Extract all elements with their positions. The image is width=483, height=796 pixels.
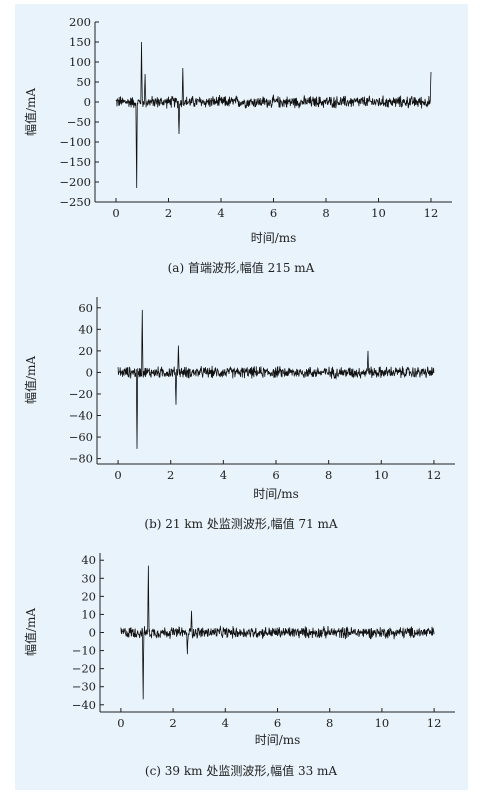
x-tick-label: 0: [114, 468, 121, 482]
y-tick-label: −40: [72, 698, 96, 712]
waveform-line: [115, 41, 432, 189]
y-tick-label: −60: [69, 430, 93, 444]
y-tick-label: 10: [81, 607, 96, 621]
waveform-line: [117, 309, 435, 449]
figure-caption: (a) 首端波形,幅值 215 mA: [168, 260, 315, 275]
y-tick-label: 100: [69, 55, 91, 69]
x-tick-label: 4: [217, 206, 224, 220]
y-tick-label: 20: [81, 589, 96, 603]
y-tick-label: −20: [69, 387, 93, 401]
y-tick-label: 40: [81, 553, 96, 567]
y-tick-label: 20: [78, 344, 93, 358]
x-axis-label: 时间/ms: [253, 487, 299, 501]
figure-panel: 200 150 100 50 0 −50 −100 −150 −200 −250 0 2 4 6 8 10 12…: [15, 4, 468, 790]
x-tick-label: 4: [220, 468, 227, 482]
chart-b: 60 40 20 0 −20 −40 −60 −80 0 2 4 6 8 10 12 时间/ms 幅值/mA (b…: [23, 297, 455, 531]
x-tick-label: 12: [427, 716, 442, 730]
y-axis-label: 幅值/mA: [23, 88, 38, 136]
y-tick-label: 150: [69, 35, 91, 49]
waveform-line: [120, 565, 435, 700]
x-axis-label: 时间/ms: [251, 231, 297, 245]
y-tick-label: −30: [72, 680, 96, 694]
x-tick-label: 2: [167, 468, 174, 482]
x-tick-label: 4: [222, 716, 229, 730]
chart-c: 40 30 20 10 0 −10 −20 −30 −40 0 2 4 6 8 10 12 时间/ms 幅值/mA…: [23, 553, 455, 778]
y-tick-label: −20: [72, 662, 96, 676]
y-tick-label: 50: [76, 75, 91, 89]
y-tick-label: 0: [86, 365, 93, 379]
x-tick-label: 6: [274, 716, 281, 730]
x-tick-label: 2: [165, 206, 172, 220]
x-tick-label: 6: [272, 468, 279, 482]
y-axis-label: 幅值/mA: [23, 356, 38, 404]
x-tick-label: 12: [424, 206, 439, 220]
y-tick-label: 30: [81, 571, 96, 585]
x-tick-label: 12: [427, 468, 442, 482]
x-tick-label: 10: [374, 468, 389, 482]
x-tick-label: 8: [322, 206, 329, 220]
y-tick-label: 0: [89, 626, 96, 640]
x-tick-label: 10: [375, 716, 390, 730]
x-tick-label: 0: [112, 206, 119, 220]
y-tick-label: −10: [72, 644, 96, 658]
y-tick-label: −40: [69, 409, 93, 423]
y-tick-label: −100: [59, 135, 91, 149]
x-tick-label: 2: [169, 716, 176, 730]
y-tick-label: 60: [78, 301, 93, 315]
y-tick-label: −250: [59, 195, 91, 209]
chart-a: 200 150 100 50 0 −50 −100 −150 −200 −250 0 2 4 6 8 10 12…: [23, 15, 452, 275]
y-tick-label: 0: [84, 95, 91, 109]
y-tick-label: 200: [69, 15, 91, 29]
y-tick-label: 40: [78, 322, 93, 336]
x-tick-label: 8: [325, 468, 332, 482]
x-tick-label: 0: [117, 716, 124, 730]
figure-caption: (c) 39 km 处监测波形,幅值 33 mA: [145, 763, 338, 778]
y-tick-label: −200: [59, 175, 91, 189]
y-tick-label: −80: [69, 452, 93, 466]
x-tick-label: 8: [326, 716, 333, 730]
x-tick-label: 10: [371, 206, 386, 220]
y-tick-label: −150: [59, 155, 91, 169]
x-tick-label: 6: [270, 206, 277, 220]
y-tick-label: −50: [67, 115, 91, 129]
x-axis-label: 时间/ms: [255, 733, 301, 747]
y-axis-label: 幅值/mA: [23, 608, 38, 656]
figure-caption: (b) 21 km 处监测波形,幅值 71 mA: [144, 516, 338, 531]
